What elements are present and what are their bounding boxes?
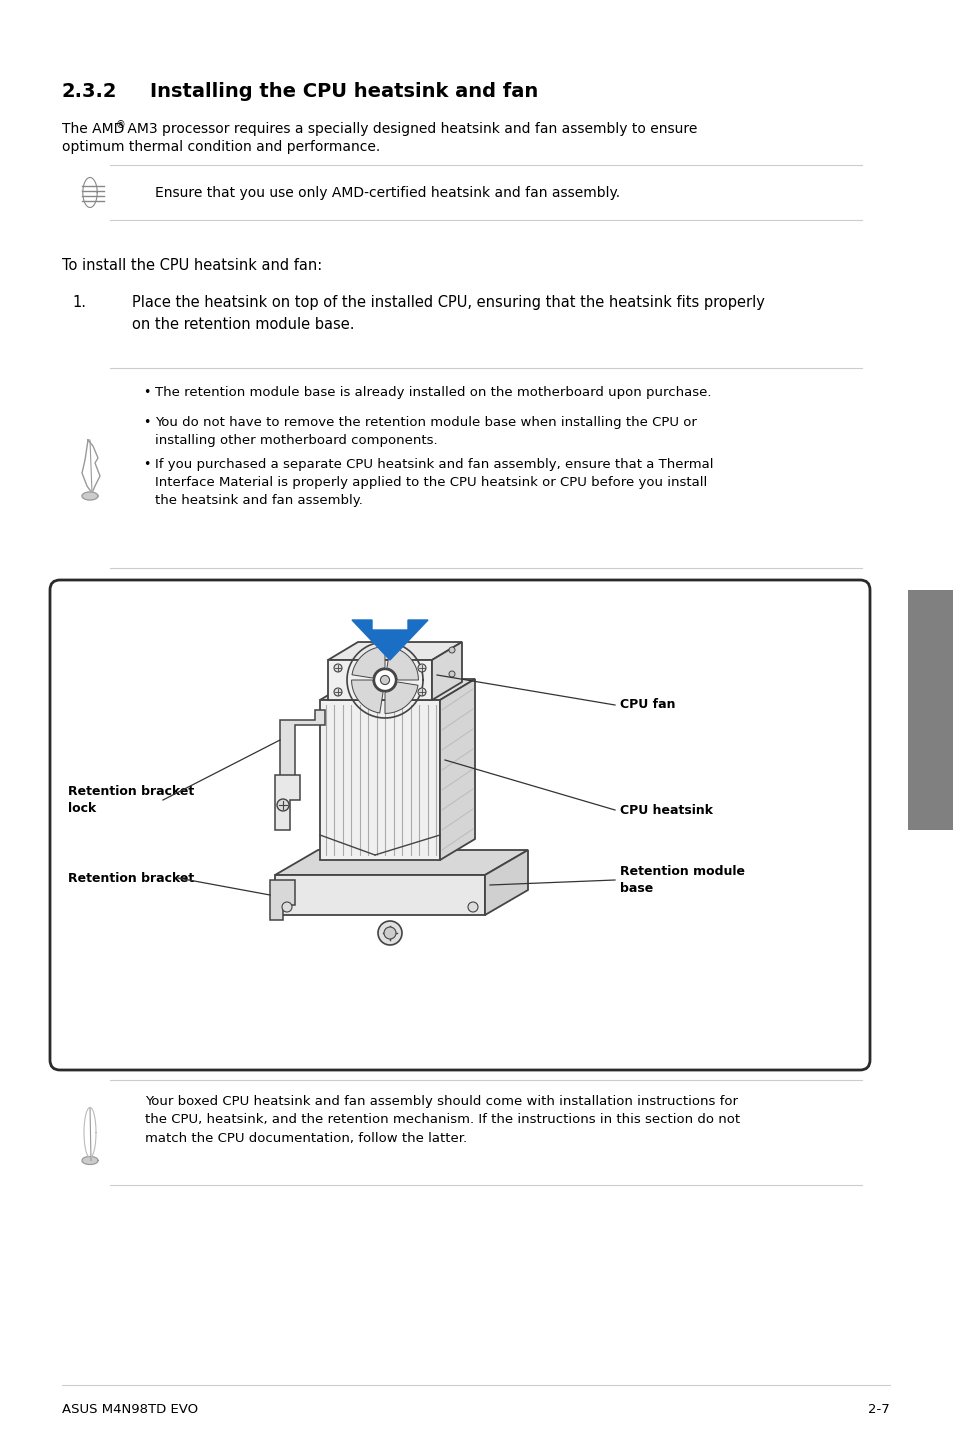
Circle shape [417,664,426,672]
Polygon shape [352,680,383,713]
Polygon shape [387,647,418,680]
Polygon shape [274,874,484,915]
Polygon shape [385,682,417,713]
Circle shape [380,676,389,684]
Text: 2-7: 2-7 [867,1403,889,1416]
Text: ®: ® [116,119,126,129]
Polygon shape [270,880,294,920]
Polygon shape [439,679,475,860]
Text: AM3 processor requires a specially designed heatsink and fan assembly to ensure: AM3 processor requires a specially desig… [123,122,697,137]
Circle shape [384,928,395,939]
Text: Retention bracket: Retention bracket [68,871,194,884]
Polygon shape [274,850,527,874]
Text: Your boxed CPU heatsink and fan assembly should come with installation instructi: Your boxed CPU heatsink and fan assembly… [145,1094,740,1145]
Text: Retention bracket
lock: Retention bracket lock [68,785,194,815]
Circle shape [377,920,401,945]
Polygon shape [319,700,439,860]
Text: optimum thermal condition and performance.: optimum thermal condition and performanc… [62,139,380,154]
Circle shape [276,800,289,811]
Polygon shape [280,710,325,779]
Text: ASUS M4N98TD EVO: ASUS M4N98TD EVO [62,1403,198,1416]
Text: To install the CPU heatsink and fan:: To install the CPU heatsink and fan: [62,257,322,273]
Text: CPU heatsink: CPU heatsink [619,804,712,817]
Circle shape [282,902,292,912]
Text: •: • [143,457,151,472]
Text: If you purchased a separate CPU heatsink and fan assembly, ensure that a Thermal: If you purchased a separate CPU heatsink… [154,457,713,508]
Text: You do not have to remove the retention module base when installing the CPU or
i: You do not have to remove the retention … [154,416,696,447]
Circle shape [468,902,477,912]
Polygon shape [432,641,461,700]
Text: •: • [143,416,151,429]
Text: CPU fan: CPU fan [619,699,675,712]
FancyBboxPatch shape [907,590,953,830]
Circle shape [449,672,455,677]
Text: Installing the CPU heatsink and fan: Installing the CPU heatsink and fan [150,82,537,101]
Polygon shape [82,492,98,500]
Polygon shape [319,679,475,700]
Circle shape [374,669,395,690]
Circle shape [334,664,341,672]
Polygon shape [484,850,527,915]
Circle shape [449,647,455,653]
Circle shape [417,687,426,696]
Text: 1.: 1. [71,295,86,311]
Text: 2.3.2: 2.3.2 [62,82,117,101]
FancyBboxPatch shape [50,580,869,1070]
Polygon shape [328,641,461,660]
Polygon shape [274,775,299,830]
Text: Ensure that you use only AMD-certified heatsink and fan assembly.: Ensure that you use only AMD-certified h… [154,186,619,200]
Text: Place the heatsink on top of the installed CPU, ensuring that the heatsink fits : Place the heatsink on top of the install… [132,295,764,332]
Text: Chapter 2: Chapter 2 [923,667,938,752]
Circle shape [334,687,341,696]
Polygon shape [352,647,385,679]
Text: The AMD: The AMD [62,122,124,137]
Polygon shape [328,660,432,700]
Polygon shape [82,1156,98,1165]
Text: The retention module base is already installed on the motherboard upon purchase.: The retention module base is already ins… [154,385,711,398]
Text: Retention module
base: Retention module base [619,866,744,894]
Polygon shape [352,620,428,660]
Text: •: • [143,385,151,398]
